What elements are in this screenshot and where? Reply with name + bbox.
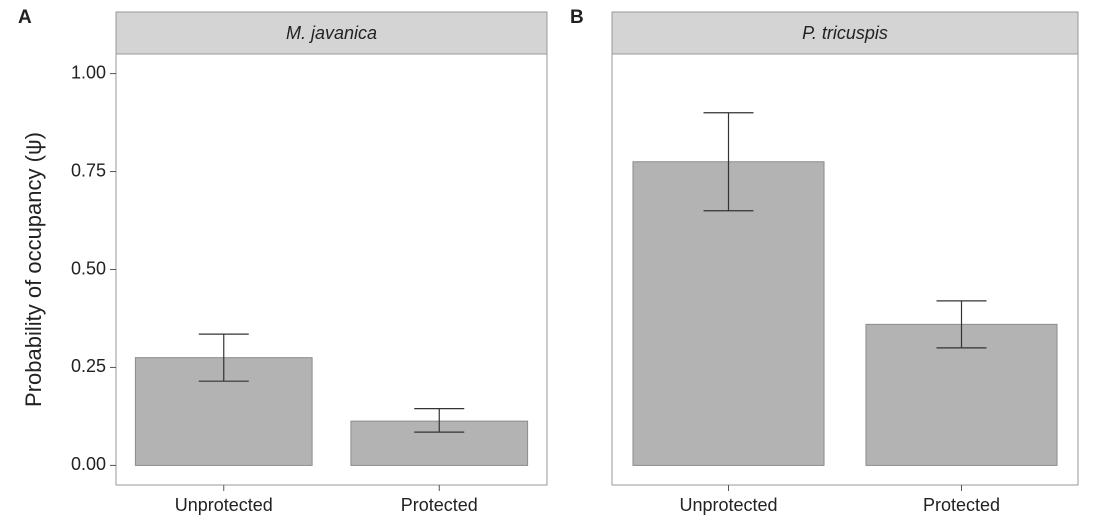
y-tick-label: 0.00 [71,454,106,474]
error-bar [936,300,987,349]
strip-background [611,11,1079,55]
panel-label: B [570,7,584,28]
y-tick-label: 0.25 [71,356,106,376]
y-tick-label: 0.75 [71,160,106,180]
plot-border [611,53,1079,486]
y-tick-label: 0.50 [71,258,106,278]
y-axis-label: Probability of occupancy (ψ) [21,132,46,407]
x-tick-label: Unprotected [175,495,273,515]
bar [632,161,825,466]
error-bar [703,112,754,212]
strip-background [115,11,548,55]
x-tick-label: Protected [401,495,478,515]
x-tick-label: Unprotected [679,495,777,515]
facet-title: M. javanica [286,23,377,43]
facet-title: P. tricuspis [802,23,888,43]
panel-label: A [18,7,32,28]
y-tick-label: 1.00 [71,62,106,82]
error-bar [414,407,465,433]
x-tick-label: Protected [923,495,1000,515]
error-bar [198,333,249,382]
